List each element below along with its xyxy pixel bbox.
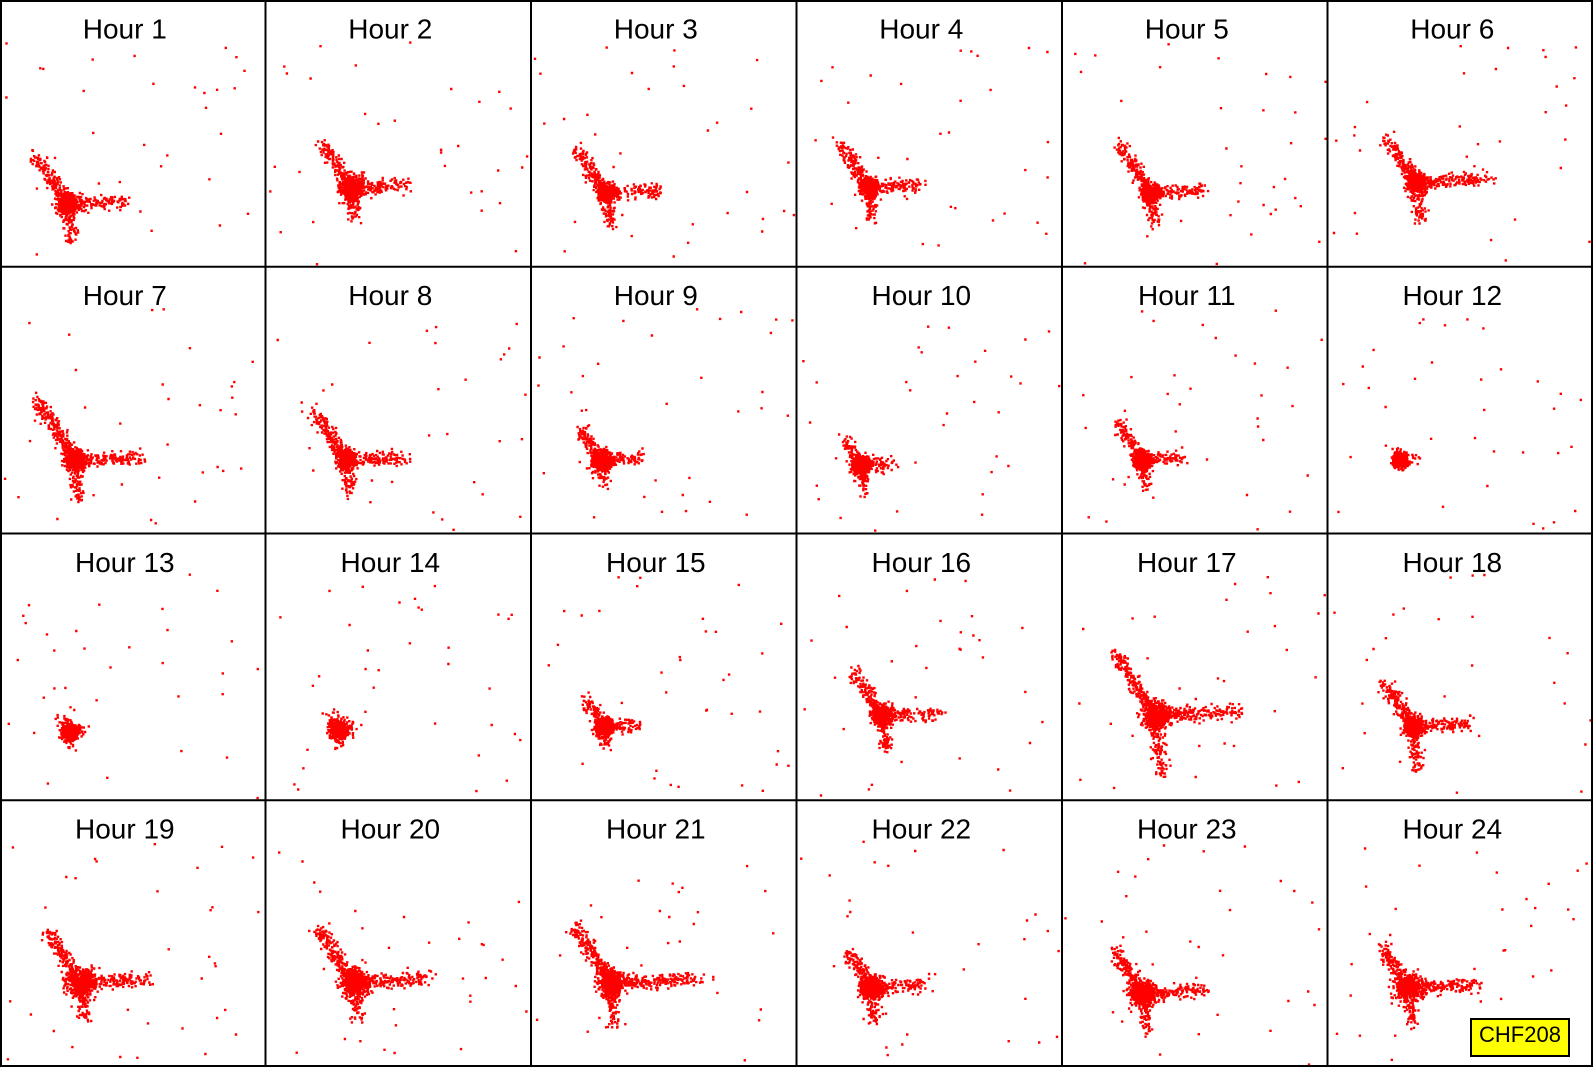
- panel-title: Hour 13: [75, 547, 175, 578]
- panel-title: Hour 10: [871, 280, 971, 311]
- scatter-cloud: [547, 576, 790, 792]
- panel-title: Hour 3: [614, 13, 698, 44]
- badge-label: CHF208: [1479, 1022, 1561, 1047]
- scatter-cloud: [6, 843, 260, 1061]
- panel-title: Hour 20: [340, 814, 440, 845]
- scatter-cloud: [1074, 43, 1327, 266]
- panel-title: Hour 1: [83, 13, 167, 44]
- scatter-cloud: [278, 851, 528, 1055]
- panel-title: Hour 24: [1402, 814, 1502, 845]
- panel-title: Hour 6: [1410, 13, 1494, 44]
- panel-title: Hour 14: [340, 547, 440, 578]
- scatter-cloud: [1064, 844, 1321, 1066]
- scatter-cloud: [1333, 573, 1592, 794]
- panel-title: Hour 22: [871, 814, 971, 845]
- panel-title: Hour 9: [614, 280, 698, 311]
- panel-title: Hour 7: [83, 280, 167, 311]
- scatter-cloud: [276, 322, 527, 531]
- panel-title: Hour 23: [1137, 814, 1237, 845]
- panel-title: Hour 18: [1402, 547, 1502, 578]
- panel-title: Hour 8: [348, 280, 432, 311]
- panel-title: Hour 5: [1145, 13, 1229, 44]
- panel-title: Hour 2: [348, 13, 432, 44]
- panel-title: Hour 17: [1137, 547, 1237, 578]
- panel-title: Hour 15: [606, 547, 706, 578]
- panel-title: Hour 11: [1138, 280, 1236, 311]
- scatter-cloud: [800, 840, 1060, 1057]
- scatter-cloud: [537, 308, 794, 519]
- scatter-cloud: [1335, 847, 1588, 1061]
- panel-title: Hour 12: [1402, 280, 1502, 311]
- panel-title: Hour 19: [75, 814, 175, 845]
- scatter-cloud: [533, 46, 796, 258]
- scatter-cloud: [802, 325, 1061, 532]
- panel-title: Hour 4: [879, 13, 963, 44]
- scatter-cloud: [3, 308, 254, 525]
- scatter-cloud: [814, 46, 1050, 247]
- scatter-cloud: [5, 42, 250, 256]
- scatter-cloud: [1082, 309, 1323, 531]
- scatter-cloud: [7, 573, 259, 800]
- panel-title: Hour 21: [606, 814, 706, 845]
- panel-title: Hour 16: [871, 547, 971, 578]
- badge-box: [1470, 1018, 1570, 1057]
